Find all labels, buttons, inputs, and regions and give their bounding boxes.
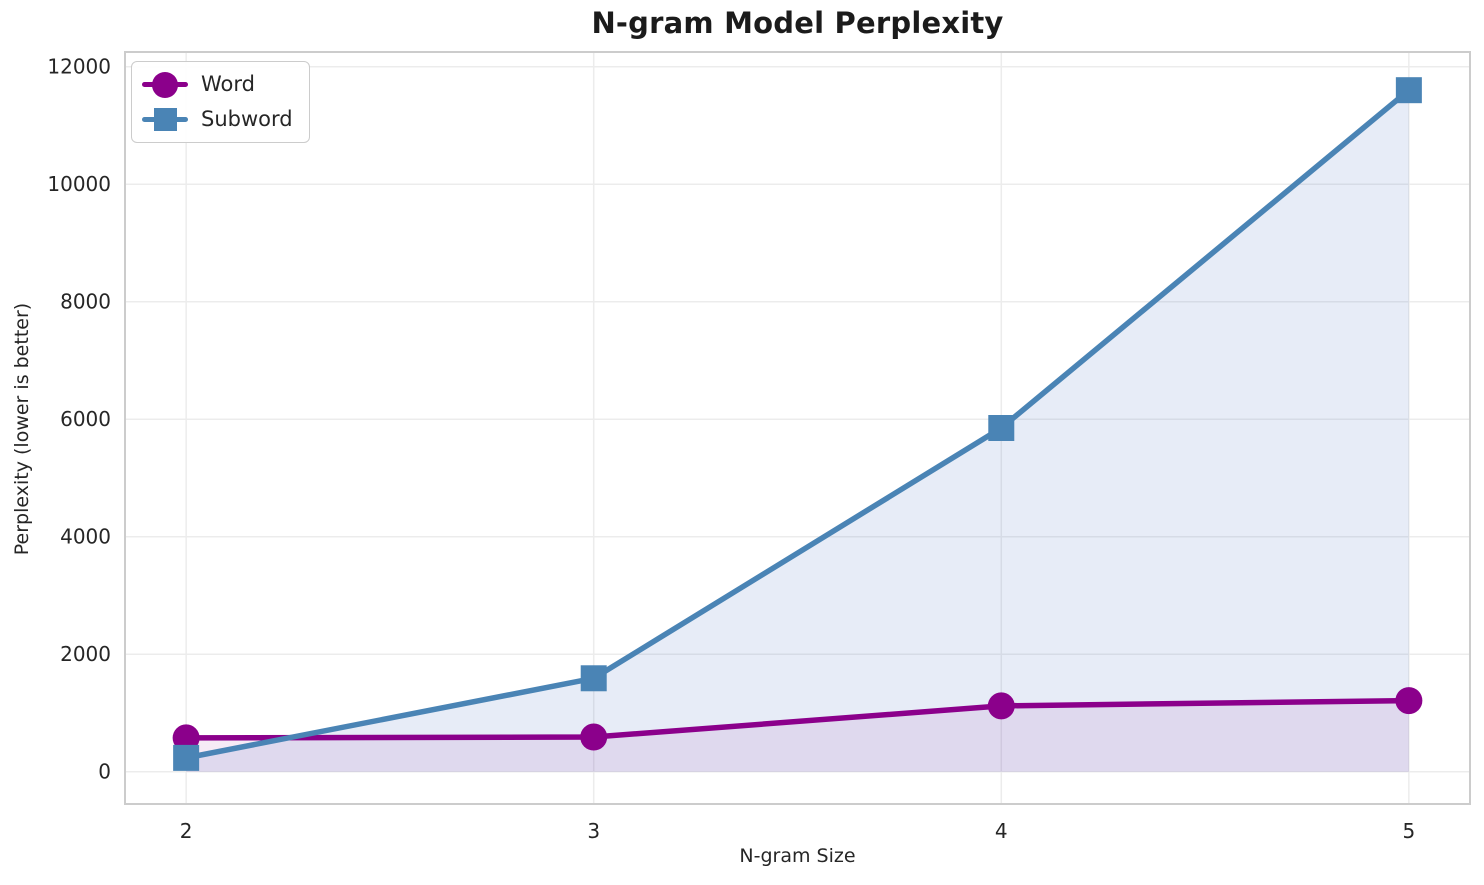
y-tick-label-12000: 12000 xyxy=(47,55,111,79)
x-tick-label-5: 5 xyxy=(1402,819,1415,843)
y-tick-label-6000: 6000 xyxy=(60,407,111,431)
x-tick-label-3: 3 xyxy=(587,819,600,843)
y-tick-label-0: 0 xyxy=(98,760,111,784)
area-subword xyxy=(186,90,1409,772)
marker-word-4 xyxy=(987,692,1015,720)
marker-subword-4 xyxy=(988,415,1015,441)
y-tick-label-8000: 8000 xyxy=(60,290,111,314)
x-tick-label-2: 2 xyxy=(180,819,193,843)
legend-item-subword: Subword xyxy=(142,104,293,135)
y-tick-label-2000: 2000 xyxy=(60,642,111,666)
y-tick-label-4000: 4000 xyxy=(60,525,111,549)
subword-line-square-marker-icon xyxy=(142,106,188,134)
marker-subword-5 xyxy=(1395,77,1422,104)
marker-word-2 xyxy=(172,724,200,752)
marker-word-5 xyxy=(1395,687,1423,715)
marker-subword-2 xyxy=(173,744,200,771)
y-tick-label-10000: 10000 xyxy=(47,172,111,196)
legend: Word Subword xyxy=(131,61,310,143)
legend-label-subword: Subword xyxy=(201,107,293,131)
x-tick-label-4: 4 xyxy=(995,819,1008,843)
area-word xyxy=(186,700,1409,772)
legend-label-word: Word xyxy=(201,72,255,96)
y-axis-label: Perplexity (lower is better) xyxy=(11,302,33,556)
x-axis-label: N-gram Size xyxy=(739,845,856,867)
legend-item-word: Word xyxy=(142,69,293,100)
word-line-circle-marker-icon xyxy=(142,71,188,99)
plot-frame xyxy=(124,51,1471,805)
line-subword xyxy=(183,87,1412,761)
chart-title: N-gram Model Perplexity xyxy=(591,6,1004,40)
marker-word-3 xyxy=(580,723,608,751)
marker-subword-3 xyxy=(580,665,607,692)
line-word xyxy=(183,697,1412,741)
